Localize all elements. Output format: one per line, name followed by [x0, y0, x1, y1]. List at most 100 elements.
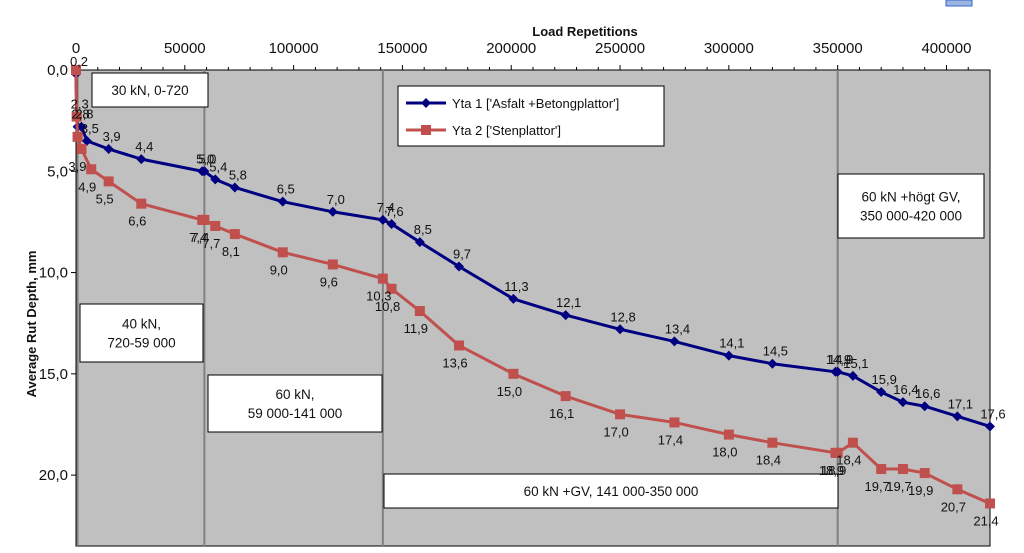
data-label-s0-11: 6,5	[277, 182, 295, 197]
y-tick-label-0: 0,0	[47, 62, 68, 79]
series-0-point-17	[508, 293, 519, 304]
x-tick-label-3: 150000	[377, 40, 427, 57]
data-label-s1-24: 18,9	[821, 463, 846, 478]
series-0-point-27	[897, 397, 908, 408]
legend: Yta 1 ['Asfalt +Betongplattor'] Yta 2 ['…	[397, 85, 665, 147]
data-label-s1-22: 18,4	[756, 453, 781, 468]
data-label-s0-6: 4,4	[135, 139, 153, 154]
series-0-point-15	[414, 237, 425, 248]
series-0-point-24	[832, 366, 843, 377]
series-1-point-19	[615, 409, 626, 420]
series-1-point-5	[103, 176, 114, 187]
legend-label-series-2: Yta 2 ['Stenplattor']	[452, 123, 561, 138]
series-1-point-15	[414, 306, 425, 317]
phase-box-1-line-1: 720-59 000	[107, 336, 175, 351]
data-label-s1-15: 11,9	[404, 321, 428, 336]
data-label-s1-19: 17,0	[603, 424, 628, 439]
phase-box-3	[383, 473, 839, 509]
data-label-s0-22: 14,5	[763, 344, 788, 359]
data-label-s1-23: 18,9	[819, 463, 844, 478]
series-1-point-25	[847, 437, 858, 448]
series-0-point-22	[767, 358, 778, 369]
data-label-s0-18: 12,1	[556, 295, 581, 310]
series-0-point-29	[952, 411, 963, 422]
data-label-s0-13: 7,4	[377, 200, 395, 215]
data-label-s0-10: 5,8	[229, 167, 247, 182]
data-label-s0-5: 3,9	[103, 129, 121, 144]
phase-box-4-line-1: 350 000-420 000	[860, 209, 962, 224]
data-label-s1-16: 13,6	[442, 355, 467, 370]
data-label-s1-13: 10,3	[366, 289, 391, 304]
legend-marker-diamond	[421, 98, 431, 108]
series-1-point-26	[876, 464, 887, 475]
data-label-s1-21: 18,0	[712, 445, 737, 460]
series-0-point-21	[723, 350, 734, 361]
data-label-s1-12: 9,6	[320, 274, 338, 289]
x-tick-label-6: 300000	[704, 40, 754, 57]
data-label-s1-7: 7,4	[189, 230, 207, 245]
data-label-s0-8: 5,0	[198, 151, 216, 166]
data-label-s1-10: 8,1	[222, 244, 240, 259]
data-label-s0-28: 16,6	[915, 386, 940, 401]
series-0-point-25	[847, 370, 858, 381]
data-label-s0-19: 12,8	[610, 309, 635, 324]
series-1-point-8	[199, 214, 210, 225]
series-1-point-11	[277, 247, 288, 258]
phase-box-0	[91, 72, 209, 108]
corner-icon	[945, 0, 973, 7]
data-label-s1-3: 3,9	[68, 159, 86, 174]
data-label-s0-4: 3,5	[81, 121, 99, 136]
data-label-s1-14: 10,8	[375, 299, 400, 314]
data-label-s0-1: 2,3	[71, 97, 89, 112]
legend-box	[397, 85, 665, 147]
series-0-point-26	[876, 387, 887, 398]
data-labels: 0,22,32,82,83,53,94,45,05,05,45,86,57,07…	[68, 54, 1005, 528]
data-label-s0-2: 2,8	[72, 107, 90, 122]
series-1-point-6	[136, 198, 147, 209]
data-label-s0-0: 0,2	[70, 54, 88, 69]
series-0-point-28	[919, 401, 930, 412]
series-0-point-10	[229, 182, 240, 193]
data-label-s1-8: 7,4	[191, 230, 209, 245]
series-1-point-0	[71, 65, 81, 75]
series-1-point-29	[952, 484, 963, 495]
y-tick-label-3: 15,0	[39, 366, 68, 383]
series-1-point-16	[454, 340, 465, 351]
series-0-point-4	[81, 135, 92, 146]
series-0-point-9	[210, 174, 221, 185]
phase-box-2-line-0: 60 kN,	[275, 387, 314, 402]
data-label-s0-30: 17,6	[980, 406, 1005, 421]
data-label-s1-11: 9,0	[270, 262, 288, 277]
axes: 0 50000 100000 150000 200000 250000 300000 3500…	[39, 40, 972, 484]
x-tick-label-5: 250000	[595, 40, 645, 57]
series-0-point-16	[454, 261, 465, 272]
data-label-s0-14: 7,6	[386, 204, 404, 219]
phase-box-1	[79, 303, 204, 363]
data-label-s0-27: 16,4	[893, 382, 918, 397]
legend-marker-square	[421, 125, 431, 135]
series-0-point-20	[669, 336, 680, 347]
series-0-point-14	[386, 218, 397, 229]
x-tick-label-7: 350000	[813, 40, 863, 57]
series-0-point-3	[76, 121, 87, 132]
data-label-s1-4: 4,9	[78, 179, 96, 194]
data-label-s1-25: 18,4	[836, 453, 861, 468]
series-1-point-27	[897, 464, 908, 475]
y-tick-label-1: 5,0	[47, 163, 68, 180]
series-1-point-20	[669, 417, 680, 428]
data-label-s0-15: 8,5	[414, 222, 432, 237]
series-0-point-8	[199, 166, 210, 177]
x-tick-label-1: 50000	[164, 40, 206, 57]
data-label-s0-26: 15,9	[872, 372, 897, 387]
series-1-point-30	[985, 498, 995, 509]
data-label-s1-17: 15,0	[497, 384, 522, 399]
series-0-point-13	[377, 214, 388, 225]
series-0-point-19	[615, 324, 626, 335]
series-1-point-1	[71, 111, 82, 122]
series-1-point-2	[72, 131, 83, 142]
x-axis-title: Load Repetitions	[532, 24, 637, 39]
series-1-point-14	[386, 283, 397, 294]
phase-box-3-line-0: 60 kN +GV, 141 000-350 000	[524, 484, 699, 499]
y-tick-label-2: 10,0	[39, 265, 68, 282]
